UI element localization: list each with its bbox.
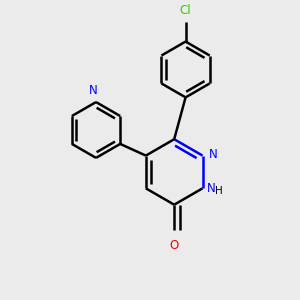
Text: N: N	[206, 182, 215, 195]
Text: N: N	[89, 84, 98, 97]
Text: N: N	[209, 148, 218, 161]
Text: Cl: Cl	[180, 4, 191, 16]
Text: O: O	[169, 239, 179, 252]
Text: H: H	[215, 186, 223, 196]
